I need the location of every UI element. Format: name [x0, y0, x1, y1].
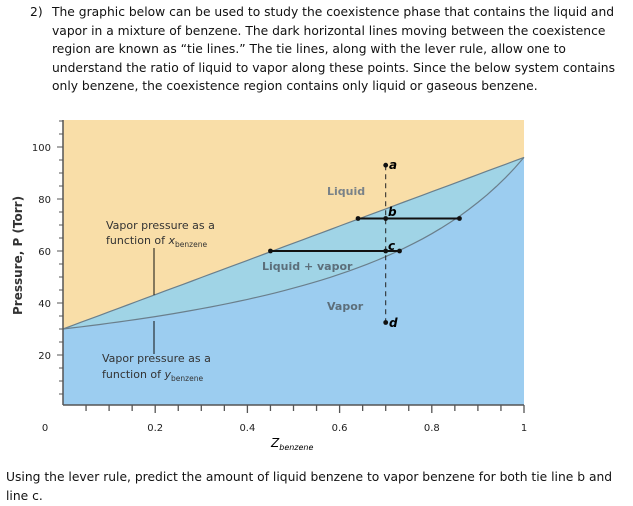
tie-line-b-point: [457, 216, 462, 221]
x-tick-label: 0.2: [147, 423, 163, 434]
point-d: [383, 320, 389, 325]
point-a-label: a: [389, 158, 397, 172]
question-text: The graphic below can be used to study t…: [52, 5, 615, 94]
y-tick-label: 40: [38, 299, 51, 310]
x-tick-label: 0: [42, 423, 48, 434]
vapor-curve: [62, 157, 525, 330]
tie-line-c-point: [397, 248, 402, 254]
axes: 20 40 60 80 100 0 0.2 0.4 0.6 0.8 1: [32, 120, 527, 434]
x-axis-label: Zbenzene: [270, 436, 313, 452]
x-tick-label: 1: [521, 423, 527, 434]
tie-lines: [268, 162, 462, 325]
tie-line-b-point: [383, 216, 389, 221]
liquid-region: [63, 120, 524, 329]
y-tick-label: 80: [38, 195, 51, 206]
y-tick-label: 60: [38, 247, 51, 258]
tie-line-b-point: [355, 216, 361, 221]
region-coexist-label: Liquid + vapor: [262, 260, 353, 273]
x-tick-label: 0.8: [424, 423, 440, 434]
region-vapor-label: Vapor: [327, 300, 364, 313]
tie-line-c-point: [268, 248, 273, 254]
point-a: [383, 162, 389, 168]
tie-line-c-point: [383, 248, 389, 254]
x-tick-label: 0.6: [332, 423, 348, 434]
question-number: 2): [30, 5, 43, 19]
liquid-curve: [62, 156, 525, 330]
point-d-label: d: [389, 316, 398, 330]
vapor-region: [63, 157, 524, 405]
y-axis-label: Pressure, P (Torr): [11, 196, 25, 315]
prompt-text: Using the lever rule, predict the amount…: [6, 470, 613, 503]
question: 2) The graphic below can be used to stud…: [30, 3, 620, 96]
point-b-label: b: [388, 205, 397, 219]
region-liquid-label: Liquid: [327, 185, 365, 198]
point-c-label: c: [388, 239, 395, 253]
x-tick-label: 0.4: [239, 423, 255, 434]
x-curve-label-line2: function of xbenzene: [106, 234, 207, 249]
y-curve-label-line1: Vapor pressure as a: [102, 352, 211, 365]
phase-diagram: 20 40 60 80 100 0 0.2 0.4 0.6 0.8 1 Pressure, P (T…: [11, 120, 527, 452]
y-tick-label: 100: [32, 143, 51, 154]
x-curve-label-line1: Vapor pressure as a: [106, 219, 215, 232]
y-curve-label-line2: function of ybenzene: [102, 368, 203, 383]
y-tick-label: 20: [38, 351, 51, 362]
